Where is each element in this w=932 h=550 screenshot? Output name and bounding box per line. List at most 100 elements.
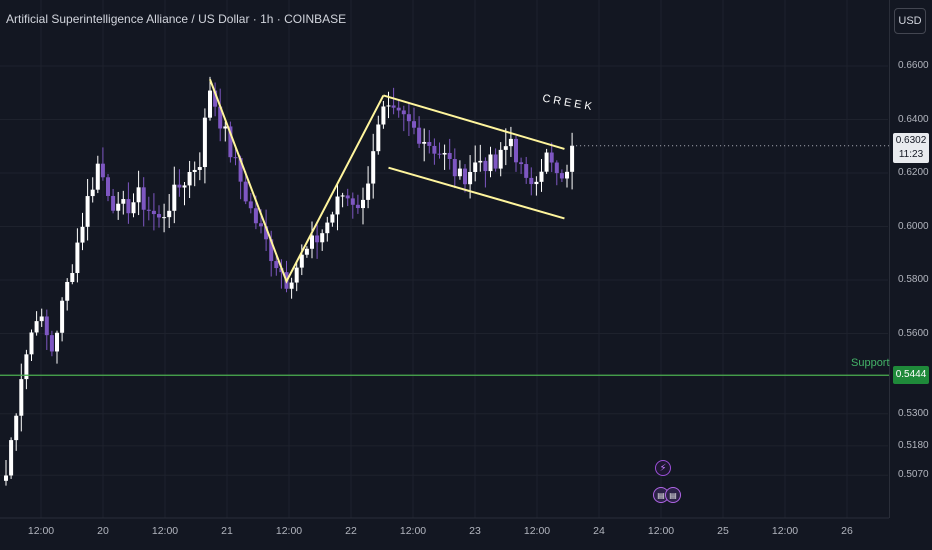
candle-body [151, 210, 156, 215]
candle-body [554, 162, 559, 174]
channel-lower-line [388, 166, 565, 220]
candle-body [335, 196, 340, 215]
price-axis[interactable] [889, 0, 932, 518]
candle-body [228, 126, 233, 158]
candle-body [60, 300, 65, 333]
candle-body [29, 332, 34, 355]
candle-body [320, 233, 325, 243]
support-line-group [0, 145, 889, 376]
support-label: Support [851, 357, 890, 370]
candle-body [304, 248, 309, 255]
candle-body [70, 273, 75, 282]
candle-body [55, 332, 59, 352]
candle-body [468, 171, 473, 185]
candle-body [514, 138, 518, 163]
candle-body [340, 195, 345, 197]
candle-body [325, 222, 330, 234]
candle-body [534, 181, 539, 185]
candle-body [391, 105, 396, 108]
candle-body [39, 316, 44, 322]
time-label: 25 [717, 525, 729, 537]
candle-body [9, 440, 14, 476]
candle-body [503, 146, 508, 150]
candle-body [146, 209, 151, 211]
candle-body [4, 475, 8, 481]
candle-body [289, 282, 294, 289]
chart-grid [0, 0, 889, 519]
candle-body [162, 217, 167, 219]
candle-body [192, 169, 197, 172]
candle-body [442, 152, 447, 155]
candle-body [381, 106, 386, 125]
candle-body [233, 157, 238, 159]
candle-body [248, 201, 253, 209]
price-tick: 0.6400 [898, 113, 929, 125]
candle-body [202, 117, 207, 168]
candle-body [570, 145, 575, 172]
support-price-tag: 0.5444 [893, 366, 929, 385]
time-label: 24 [593, 525, 605, 537]
candle-body [473, 162, 478, 172]
candle-body [44, 316, 49, 336]
candle-body [427, 141, 432, 146]
lightning-icon[interactable]: ⚡ [655, 460, 671, 476]
candle-body [167, 210, 172, 218]
candle-body [264, 226, 269, 240]
candle-body [452, 159, 457, 177]
currency-button[interactable]: USD [894, 8, 926, 34]
price-tick: 0.5600 [898, 327, 929, 339]
candle-body [478, 160, 483, 163]
candle-body [498, 149, 503, 169]
time-label: 12:00 [647, 525, 675, 537]
drawings: CREEK [209, 79, 596, 284]
channel-upper-line [383, 94, 565, 150]
candle-body [401, 110, 406, 115]
candle-body [95, 163, 100, 190]
candle-body [559, 173, 564, 179]
candle-body [376, 124, 381, 152]
time-label: 12:00 [771, 525, 799, 537]
candle-body [253, 208, 258, 224]
time-label: 12:00 [151, 525, 179, 537]
candle-body [457, 168, 462, 177]
candle-body [111, 195, 116, 211]
price-tick: 0.5070 [898, 469, 929, 481]
time-label: 23 [469, 525, 481, 537]
candle-body [524, 164, 529, 178]
candle-body [406, 114, 411, 122]
last-price-value: 0.6302 [895, 134, 927, 146]
candle-body [493, 154, 498, 169]
candle-body [223, 126, 228, 129]
candle-body [355, 204, 360, 209]
time-label: 21 [221, 525, 233, 537]
candle-body [386, 105, 391, 107]
candle-body [197, 167, 202, 170]
candle-body [447, 152, 452, 160]
candle-body [106, 177, 110, 196]
candle-body [422, 141, 427, 144]
candle-body [218, 106, 223, 129]
candle-body [310, 235, 314, 249]
candle-body [269, 239, 274, 262]
candle-body [34, 321, 39, 333]
candles [4, 76, 575, 486]
candle-body [463, 168, 467, 185]
time-label: 12:00 [275, 525, 303, 537]
candle-body [345, 195, 350, 199]
candle-body [100, 163, 105, 178]
us-flag-icon[interactable]: ▤ [665, 487, 681, 503]
candle-body [417, 127, 422, 144]
candle-body [366, 183, 371, 200]
time-label: 26 [841, 525, 853, 537]
candle-body [488, 154, 493, 172]
price-tick: 0.6200 [898, 167, 929, 178]
candle-body [519, 162, 524, 165]
time-label: 12:00 [27, 525, 55, 537]
price-tick: 0.6600 [898, 60, 929, 71]
candle-body [549, 152, 554, 163]
candle-body [182, 185, 187, 188]
candle-body [65, 281, 70, 301]
candle-body [187, 171, 192, 186]
candle-body [371, 151, 376, 184]
